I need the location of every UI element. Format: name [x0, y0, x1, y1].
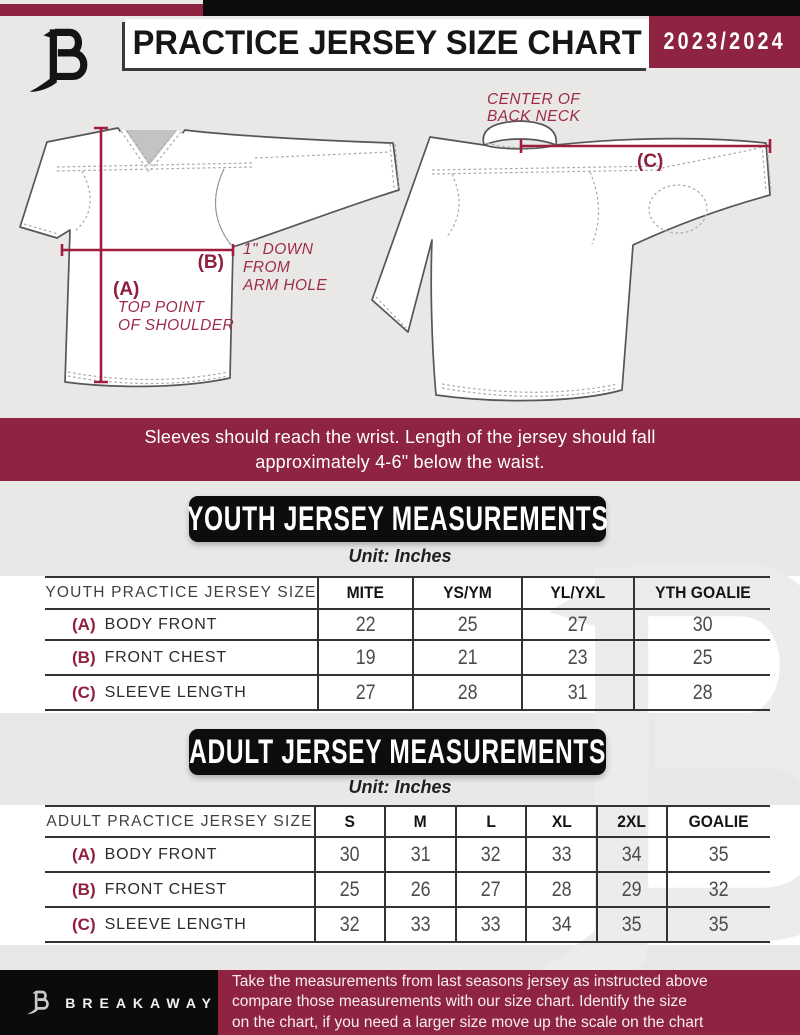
label-b: (B)	[198, 252, 224, 273]
fit-instruction-line2: approximately 4-6" below the waist.	[255, 451, 545, 472]
youth-value-cell: 25	[412, 610, 521, 641]
adult-heading-label: ADULT JERSEY MEASUREMENTS	[189, 732, 606, 771]
adult-col-header-l: L	[455, 807, 525, 838]
adult-row-label-body-front: (A) BODY FRONT	[45, 838, 314, 873]
label-c-caption-line1: CENTER OF	[487, 91, 581, 108]
youth-value-cell: 23	[521, 641, 633, 676]
adult-col-header-goalie: GOALIE	[666, 807, 770, 838]
adult-value-cell: 31	[384, 838, 455, 873]
adult-value-cell: 32	[314, 908, 384, 943]
adult-row-label-sleeve-length: (C) SLEEVE LENGTH	[45, 908, 314, 943]
adult-value-cell: 30	[314, 838, 384, 873]
footer-instruction-line3: on the chart, if you need a larger size …	[232, 1013, 704, 1031]
header-black-strip	[203, 0, 800, 16]
season-label: 2023/2024	[663, 28, 786, 55]
youth-col-header-ylyxl: YL/YXL	[521, 578, 633, 610]
youth-value-cell: 19	[317, 641, 412, 676]
youth-col-header-mite: MITE	[317, 578, 412, 610]
adult-section-heading: ADULT JERSEY MEASUREMENTS	[189, 729, 606, 775]
adult-value-cell: 26	[384, 873, 455, 908]
adult-value-cell: 32	[666, 873, 770, 908]
adult-value-cell: 27	[455, 873, 525, 908]
label-b-caption-line1: 1" DOWN	[243, 241, 314, 258]
adult-value-cell: 33	[384, 908, 455, 943]
front-jersey-drawing	[19, 127, 400, 388]
youth-col-header-ysym: YS/YM	[412, 578, 521, 610]
label-a: (A)	[113, 279, 139, 300]
youth-value-cell: 28	[633, 676, 770, 711]
adult-table-corner-header: ADULT PRACTICE JERSEY SIZE	[45, 807, 314, 838]
adult-size-table: ADULT PRACTICE JERSEY SIZE S M L XL 2XL …	[45, 805, 770, 943]
adult-value-cell: 35	[596, 908, 666, 943]
adult-value-cell: 25	[314, 873, 384, 908]
adult-value-cell: 34	[596, 838, 666, 873]
breakaway-footer-logo-icon	[26, 983, 54, 1023]
breakaway-logo-icon	[26, 24, 102, 100]
label-c: (C)	[637, 151, 663, 172]
youth-row-label-body-front: (A) BODY FRONT	[45, 610, 317, 641]
youth-value-cell: 25	[633, 641, 770, 676]
adult-col-header-m: M	[384, 807, 455, 838]
adult-value-cell: 32	[455, 838, 525, 873]
adult-col-header-xl: XL	[525, 807, 596, 838]
adult-value-cell: 28	[525, 873, 596, 908]
adult-value-cell: 29	[596, 873, 666, 908]
adult-unit-label: Unit: Inches	[348, 777, 452, 797]
adult-col-header-2xl: 2XL	[596, 807, 666, 838]
footer-instruction-line2: compare those measurements with our size…	[232, 993, 687, 1011]
footer-instruction-line1: Take the measurements from last seasons …	[232, 972, 708, 990]
adult-col-header-s: S	[314, 807, 384, 838]
adult-value-cell: 35	[666, 838, 770, 873]
adult-value-cell: 33	[525, 838, 596, 873]
label-b-caption-line2: FROM	[243, 259, 290, 276]
fit-instruction-banner: Sleeves should reach the wrist. Length o…	[0, 418, 800, 481]
youth-table-corner-header: YOUTH PRACTICE JERSEY SIZE	[45, 578, 317, 610]
fit-instruction-line1: Sleeves should reach the wrist. Length o…	[144, 426, 656, 447]
youth-value-cell: 27	[521, 610, 633, 641]
youth-heading-label: YOUTH JERSEY MEASUREMENTS	[186, 499, 609, 538]
title-box: PRACTICE JERSEY SIZE CHART	[125, 19, 649, 68]
label-c-caption-line2: BACK NECK	[487, 108, 580, 125]
label-a-caption-line1: TOP POINT	[118, 299, 205, 316]
youth-row-label-front-chest: (B) FRONT CHEST	[45, 641, 317, 676]
header-maroon-strip	[0, 4, 203, 16]
youth-value-cell: 21	[412, 641, 521, 676]
footer-brand-block: BREAKAWAY	[0, 970, 218, 1035]
youth-size-table: YOUTH PRACTICE JERSEY SIZE MITE YS/YM YL…	[45, 576, 770, 711]
measurement-lines	[60, 126, 772, 384]
page-title: PRACTICE JERSEY SIZE CHART	[132, 24, 642, 62]
youth-col-header-goalie: YTH GOALIE	[633, 578, 770, 610]
season-box: 2023/2024	[649, 16, 800, 68]
youth-value-cell: 28	[412, 676, 521, 711]
youth-value-cell: 22	[317, 610, 412, 641]
youth-section-heading: YOUTH JERSEY MEASUREMENTS	[186, 496, 609, 542]
adult-value-cell: 34	[525, 908, 596, 943]
footer-brand-name: BREAKAWAY	[65, 994, 218, 1011]
adult-row-label-front-chest: (B) FRONT CHEST	[45, 873, 314, 908]
youth-value-cell: 30	[633, 610, 770, 641]
back-jersey-drawing	[371, 120, 772, 402]
youth-value-cell: 31	[521, 676, 633, 711]
label-b-caption-line3: ARM HOLE	[242, 277, 327, 294]
youth-value-cell: 27	[317, 676, 412, 711]
adult-value-cell: 33	[455, 908, 525, 943]
youth-unit-label: Unit: Inches	[348, 546, 452, 566]
adult-value-cell: 35	[666, 908, 770, 943]
footer-instructions: Take the measurements from last seasons …	[218, 970, 800, 1035]
jersey-measurement-diagram: (A) TOP POINT OF SHOULDER (B) 1" DOWN FR…	[19, 91, 772, 402]
youth-row-label-sleeve-length: (C) SLEEVE LENGTH	[45, 676, 317, 711]
label-a-caption-line2: OF SHOULDER	[118, 317, 234, 334]
